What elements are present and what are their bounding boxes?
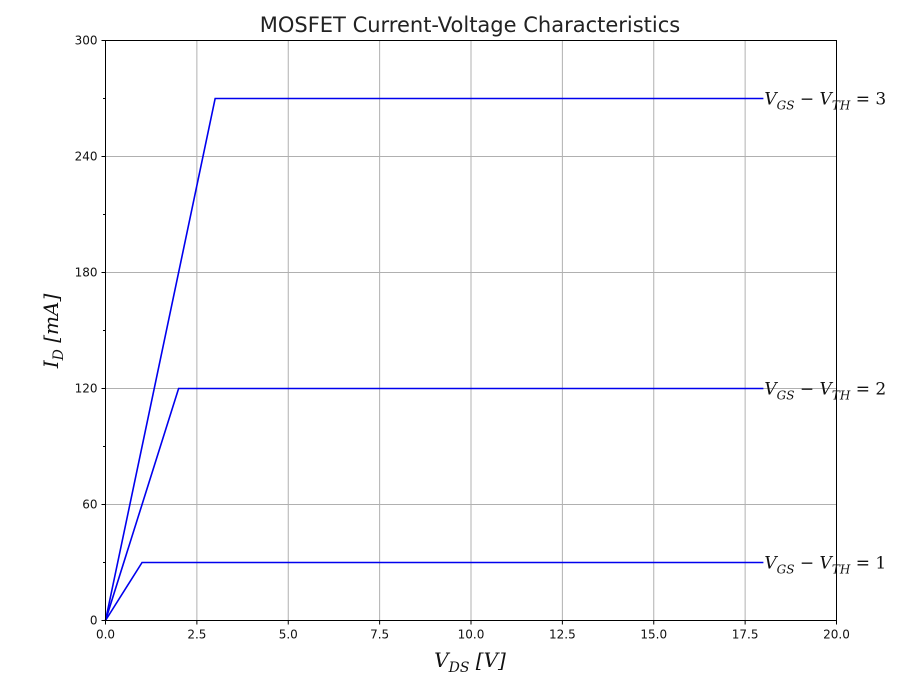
x-tick-label: 15.0 xyxy=(640,628,667,642)
chart-title: MOSFET Current-Voltage Characteristics xyxy=(260,13,681,37)
y-tick-label: 120 xyxy=(75,382,98,396)
annotations: VGS − VTH = 1 VGS − VTH = 2 VGS − VTH = 3 xyxy=(764,90,886,577)
x-tick-label: 0.0 xyxy=(96,628,115,642)
x-tick-label: 7.5 xyxy=(370,628,389,642)
x-tick-label: 20.0 xyxy=(823,628,850,642)
y-tick-label: 60 xyxy=(82,498,97,512)
series-annotation-3: VGS − VTH = 3 xyxy=(764,90,886,113)
y-tick-label: 180 xyxy=(75,266,98,280)
series-annotation-1: VGS − VTH = 1 xyxy=(764,554,886,577)
x-axis-label: VDS [V] xyxy=(434,648,506,676)
x-tick-label: 5.0 xyxy=(279,628,298,642)
series-line-2 xyxy=(104,387,764,621)
series-annotation-2: VGS − VTH = 2 xyxy=(764,380,886,403)
y-axis-label: ID [mA] xyxy=(39,294,67,370)
y-tick-label: 300 xyxy=(75,34,98,48)
grid xyxy=(105,40,837,621)
x-tick-label: 12.5 xyxy=(549,628,576,642)
y-tick-label: 0 xyxy=(90,614,98,628)
x-tick-label: 10.0 xyxy=(458,628,485,642)
series-group xyxy=(104,97,764,621)
y-tick-label: 240 xyxy=(75,150,98,164)
ticks: 0.0 2.5 5.0 7.5 10.0 12.5 15.0 17.5 20.0 0 60 120 18… xyxy=(75,34,850,642)
x-tick-label: 17.5 xyxy=(732,628,759,642)
series-line-1 xyxy=(104,561,764,621)
series-line-3 xyxy=(104,97,764,621)
x-tick-label: 2.5 xyxy=(187,628,206,642)
